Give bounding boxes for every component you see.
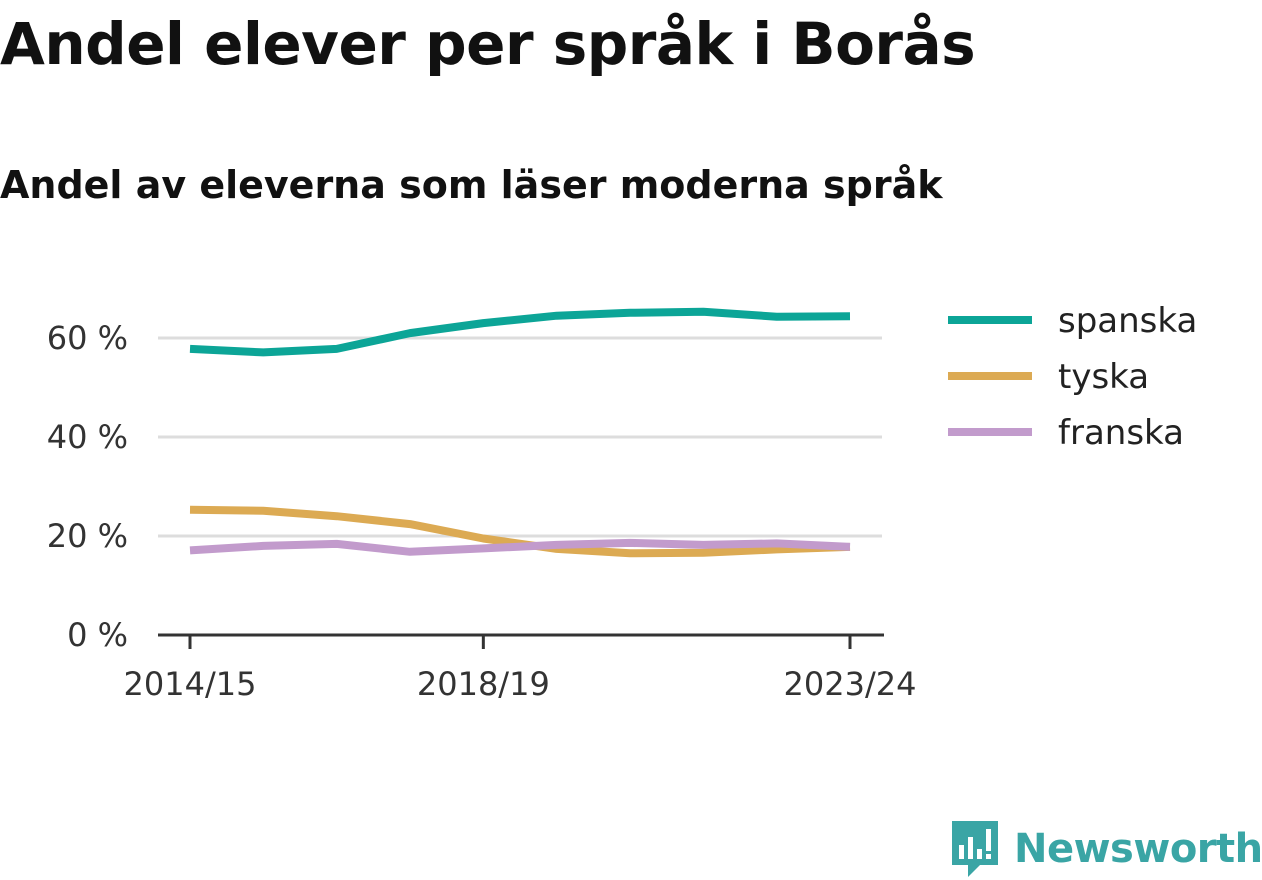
chart-subtitle: Andel av eleverna som läser moderna språ… (0, 163, 943, 207)
brand-name: Newsworthy (1014, 826, 1262, 872)
newsworthy-logo-icon (952, 821, 998, 877)
x-tick-label: 2014/15 (124, 665, 257, 703)
y-axis: 0 % 20 % 40 % 60 % (47, 319, 128, 654)
series-line-franska (189, 538, 851, 556)
legend-label-spanska: spanska (1058, 301, 1197, 341)
legend-label-tyska: tyska (1058, 357, 1149, 397)
series-lines (189, 307, 851, 558)
legend: spanska tyska franska (948, 301, 1197, 453)
chart-title: Andel elever per språk i Borås (0, 10, 976, 78)
y-tick-label: 20 % (47, 517, 128, 555)
y-tick-label: 60 % (47, 319, 128, 357)
y-tick-label: 40 % (47, 418, 128, 456)
x-axis: 2014/15 2018/19 2023/24 (124, 635, 917, 703)
gridlines (158, 336, 882, 538)
x-tick-label: 2023/24 (784, 665, 917, 703)
x-tick-label: 2018/19 (417, 665, 550, 703)
brand: Newsworthy (950, 818, 1262, 880)
y-tick-label: 0 % (67, 616, 128, 654)
legend-label-franska: franska (1058, 413, 1184, 453)
series-line-spanska (189, 307, 851, 357)
